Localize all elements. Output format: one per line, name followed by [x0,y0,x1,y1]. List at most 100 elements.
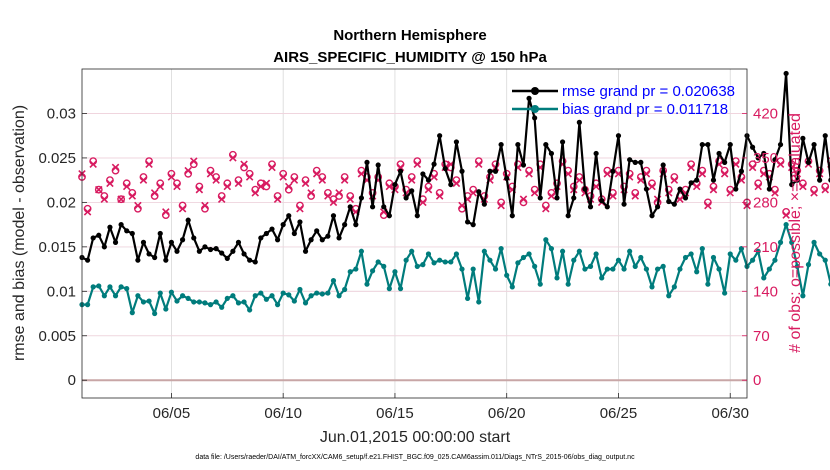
rmse-point [515,141,521,148]
bias-point [487,257,493,263]
bias-point [532,263,538,269]
bias-point [409,248,415,254]
obs-evaluated-point [530,189,539,197]
rmse-point [632,159,638,165]
obs-evaluated-point [542,204,550,213]
obs-evaluated-point [799,182,807,191]
obs-evaluated-point [83,208,92,216]
bias-point [168,289,175,295]
bias-point [576,248,582,254]
bias-point [615,257,622,263]
bias-point [157,290,163,296]
rmse-point [811,141,817,148]
bias-point [761,275,767,281]
bias-point [733,257,739,263]
rmse-point [727,141,733,148]
obs-evaluated-point [100,195,109,203]
obs-evaluated-point [284,182,293,191]
rmse-point [537,195,543,201]
bias-point [694,269,700,275]
bias-point [587,263,594,269]
rmse-point [168,239,175,245]
obs-evaluated-point [301,179,310,188]
bias-point [369,268,376,274]
rmse-point [817,177,823,183]
obs-evaluated-point [111,163,120,172]
rmse-point [414,213,420,219]
rmse-point [397,168,404,174]
obs-evaluated-point [396,163,405,172]
obs-evaluated-point [268,163,276,172]
bias-point [660,263,666,269]
bias-point [437,257,443,263]
chart-title: Northern Hemisphere [333,27,486,44]
bias-point [364,281,370,287]
bias-point [789,239,795,245]
obs-evaluated-point [525,170,533,178]
bias-point [705,281,711,287]
bias-point [554,275,560,281]
obs-possible-point [117,195,126,204]
rmse-point [107,224,113,230]
rmse-point [643,186,650,192]
bias-point [263,296,270,302]
rmse-point [213,246,219,252]
obs-evaluated-point [329,198,338,207]
rmse-point [375,162,381,168]
rmse-point [554,195,560,201]
obs-evaluated-point [407,176,416,184]
rmse-point [532,115,538,121]
rmse-point [247,257,253,263]
y-right-tick-label: 210 [753,239,778,256]
obs-evaluated-point [603,170,612,178]
obs-evaluated-point [469,189,477,197]
obs-evaluated-point [206,170,215,178]
y-left-tick-label: 0 [68,372,76,389]
rmse-point [761,150,767,157]
obs-evaluated-point [709,185,718,194]
rmse-point [302,248,309,254]
rmse-point [437,133,443,139]
rmse-point [235,239,242,245]
rmse-series [79,70,830,265]
bias-point [548,246,555,252]
rmse-point [330,213,337,219]
rmse-point [682,195,689,201]
rmse-point [800,135,806,141]
rmse-point [448,181,454,188]
obs-evaluated-point [94,185,103,194]
rmse-point [509,213,515,219]
obs-evaluated-point [452,179,461,188]
rmse-point [481,201,487,207]
rmse-point [621,201,627,207]
obs-evaluated-point [89,160,97,169]
rmse-point [386,213,392,219]
bias-point [476,299,482,305]
obs-evaluated-point [156,182,165,191]
bias-point [330,278,337,284]
bias-point [414,263,420,269]
bias-point [381,263,387,269]
rmse-point [319,237,325,243]
bias-point [722,290,728,296]
obs-evaluated-point [631,192,640,200]
bias-point [146,298,152,304]
bias-point [688,251,694,257]
rmse-point [202,244,208,250]
bias-series [79,222,830,317]
rmse-point [722,159,728,165]
bias-point [716,266,722,272]
bias-point [766,266,772,272]
bias-point [649,284,655,290]
rmse-point [587,204,594,210]
obs-evaluated-point [262,179,271,188]
bias-point [269,293,275,299]
rmse-point [805,159,812,165]
y-right-tick-label: 140 [753,283,778,300]
rmse-point [381,204,387,210]
rmse-point [163,257,169,263]
obs-evaluated-point [430,173,438,181]
obs-evaluated-point [648,182,656,191]
obs-count-markers [78,150,830,219]
obs-evaluated-point [167,173,176,181]
